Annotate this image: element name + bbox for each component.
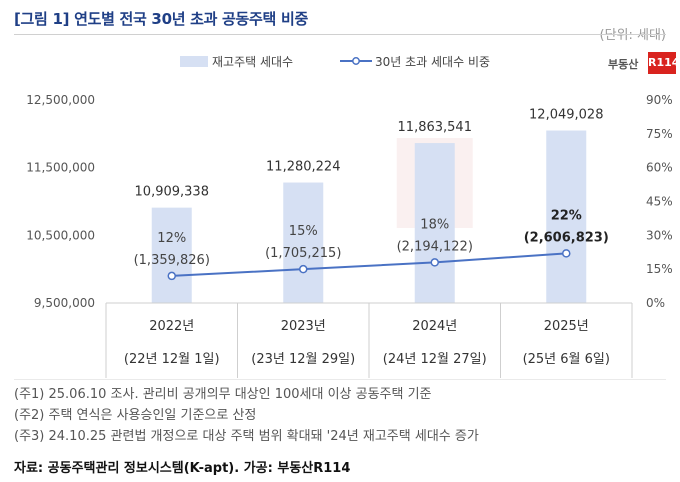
category-date-label: (23년 12월 29일) xyxy=(251,352,355,367)
share-count-label: (2,194,122) xyxy=(397,239,473,254)
category-date-label: (22년 12월 1일) xyxy=(124,352,220,367)
share-percent-label: 18% xyxy=(420,217,449,232)
category-label: 2025년 xyxy=(544,319,589,334)
bar xyxy=(283,182,324,303)
title-divider xyxy=(14,34,666,35)
source-line: 자료: 공동주택관리 정보시스템(K-apt). 가공: 부동산R114 xyxy=(14,461,351,476)
bar-value-label: 10,909,338 xyxy=(135,185,209,200)
right-axis-tick-label: 90% xyxy=(646,93,673,107)
share-count-label: (2,606,823) xyxy=(524,230,609,245)
legend-bar-swatch xyxy=(180,56,208,67)
share-percent-label: 15% xyxy=(289,224,318,239)
category-date-label: (24년 12월 27일) xyxy=(383,352,487,367)
left-axis-tick-label: 10,500,000 xyxy=(26,228,95,242)
bar-value-label: 11,280,224 xyxy=(266,160,340,175)
footnote-2: (주2) 주택 연식은 사용승인일 기준으로 산정 xyxy=(14,408,257,423)
chart-title: [그림 1] 연도별 전국 30년 초과 공동주택 비중 xyxy=(14,10,308,28)
right-axis-tick-label: 0% xyxy=(646,296,665,310)
bar xyxy=(546,130,587,303)
right-axis-tick-label: 30% xyxy=(646,228,673,242)
logo-mark: R114 xyxy=(648,52,679,74)
bar-value-label: 12,049,028 xyxy=(529,108,603,123)
legend-bar-label: 재고주택 세대수 xyxy=(212,55,293,69)
category-label: 2023년 xyxy=(281,319,326,334)
footnotes: (주1) 25.06.10 조사. 관리비 공개의무 대상인 100세대 이상 … xyxy=(14,384,479,447)
line-point xyxy=(430,258,439,267)
footnote-1: (주1) 25.06.10 조사. 관리비 공개의무 대상인 100세대 이상 … xyxy=(14,387,432,402)
category-label: 2022년 xyxy=(149,319,194,334)
share-line xyxy=(171,252,567,277)
category-date-label: (25년 6월 6일) xyxy=(523,352,610,367)
share-count-label: (1,359,826) xyxy=(134,253,210,268)
legend-line-marker xyxy=(352,57,360,65)
unit-label: (단위: 세대) xyxy=(599,28,667,43)
line-point xyxy=(562,249,571,258)
line-point xyxy=(299,264,308,274)
bar xyxy=(151,207,192,303)
right-axis-tick-label: 15% xyxy=(646,262,673,276)
logo-text: 부동산 xyxy=(608,58,639,71)
share-count-label: (1,705,215) xyxy=(265,246,341,261)
share-percent-label: 12% xyxy=(157,231,186,246)
left-axis-tick-label: 9,500,000 xyxy=(34,296,95,310)
left-axis-tick-label: 12,500,000 xyxy=(26,93,95,107)
bar xyxy=(414,143,455,303)
bar-value-label: 11,863,541 xyxy=(398,120,472,135)
chart-area: 재고주택 세대수 30년 초과 세대수 비중 9,500,000 10,500,000… xyxy=(14,55,673,380)
share-percent-label: 22% xyxy=(551,208,582,223)
right-axis-tick-label: 45% xyxy=(646,195,673,209)
line-point xyxy=(167,271,176,281)
left-axis-tick-label: 11,500,000 xyxy=(26,161,95,175)
right-axis-tick-label: 60% xyxy=(646,161,673,175)
category-label: 2024년 xyxy=(412,319,457,334)
legend-line-label: 30년 초과 세대수 비중 xyxy=(375,55,490,69)
footnote-3: (주3) 24.10.25 관련법 개정으로 대상 주택 범위 확대돼 '24년… xyxy=(14,429,479,444)
right-axis-tick-label: 75% xyxy=(646,127,673,141)
brand-logo: 부동산 R114 xyxy=(602,52,680,76)
